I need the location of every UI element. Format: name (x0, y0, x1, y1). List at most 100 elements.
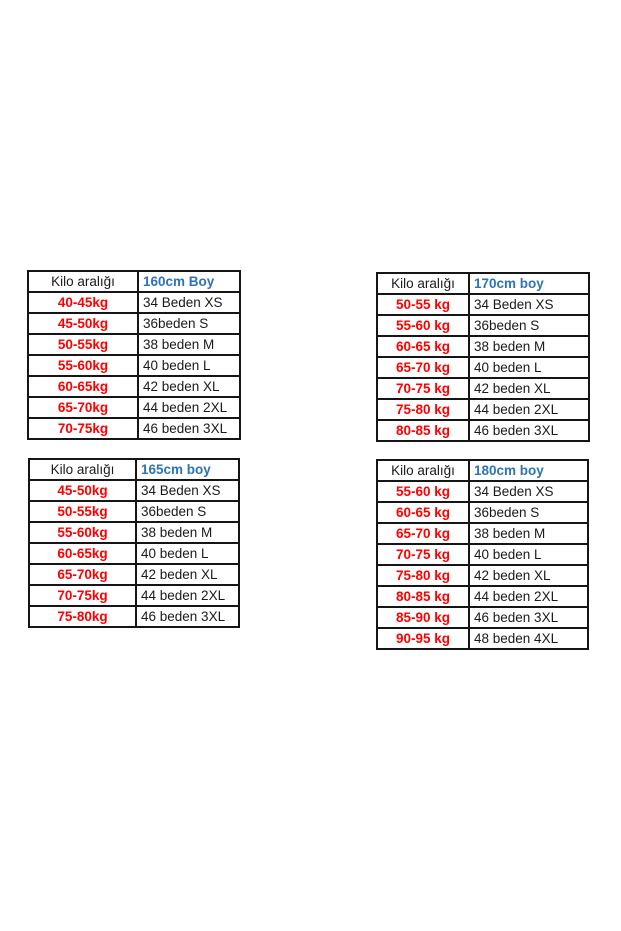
size-cell: 46 beden 3XL (468, 419, 590, 442)
table-row: 60-65kg 42 beden XL (27, 375, 241, 398)
size-cell: 44 beden 2XL (135, 584, 240, 607)
size-cell: 36beden S (468, 314, 590, 337)
size-cell: 38 beden M (468, 522, 589, 545)
size-cell: 34 Beden XS (137, 291, 241, 314)
weight-range-cell: 55-60kg (28, 521, 137, 544)
table-row: 55-60 kg 34 Beden XS (376, 480, 589, 503)
size-cell: 42 beden XL (135, 563, 240, 586)
weight-range-cell: 70-75 kg (376, 543, 470, 566)
weight-range-cell: 80-85 kg (376, 585, 470, 608)
size-cell: 38 beden M (137, 333, 241, 356)
size-cell: 42 beden XL (468, 564, 589, 587)
table-row: 55-60 kg 36beden S (376, 314, 590, 337)
table-row: 55-60kg 40 beden L (27, 354, 241, 377)
table-row: 85-90 kg 46 beden 3XL (376, 606, 589, 629)
height-160-header: 160cm Boy (137, 270, 241, 293)
table-header-row: Kilo aralığı 180cm boy (376, 459, 589, 482)
table-row: 65-70 kg 40 beden L (376, 356, 590, 379)
weight-range-cell: 60-65 kg (376, 501, 470, 524)
weight-range-cell: 50-55 kg (376, 293, 470, 316)
size-cell: 34 Beden XS (468, 480, 589, 503)
table-row: 80-85 kg 46 beden 3XL (376, 419, 590, 442)
size-cell: 40 beden L (135, 542, 240, 565)
weight-range-cell: 40-45kg (27, 291, 139, 314)
size-table-170cm: Kilo aralığı 170cm boy 50-55 kg 34 Beden … (376, 272, 590, 442)
table-header-row: Kilo aralığı 165cm boy (28, 458, 240, 481)
size-cell: 42 beden XL (137, 375, 241, 398)
table-row: 60-65kg 40 beden L (28, 542, 240, 565)
table-row: 40-45kg 34 Beden XS (27, 291, 241, 314)
size-cell: 34 Beden XS (468, 293, 590, 316)
size-cell: 44 beden 2XL (468, 585, 589, 608)
table-row: 70-75kg 44 beden 2XL (28, 584, 240, 607)
size-table-165cm: Kilo aralığı 165cm boy 45-50kg 34 Beden X… (28, 458, 240, 628)
weight-range-cell: 50-55kg (27, 333, 139, 356)
weight-range-cell: 80-85 kg (376, 419, 470, 442)
table-row: 65-70kg 44 beden 2XL (27, 396, 241, 419)
weight-range-cell: 60-65 kg (376, 335, 470, 358)
size-cell: 46 beden 3XL (135, 605, 240, 628)
size-cell: 34 Beden XS (135, 479, 240, 502)
size-cell: 40 beden L (468, 543, 589, 566)
table-row: 75-80 kg 44 beden 2XL (376, 398, 590, 421)
table-row: 65-70 kg 38 beden M (376, 522, 589, 545)
weight-range-header: Kilo aralığı (376, 272, 470, 295)
table-row: 70-75 kg 42 beden XL (376, 377, 590, 400)
weight-range-cell: 75-80 kg (376, 564, 470, 587)
weight-range-cell: 50-55kg (28, 500, 137, 523)
weight-range-cell: 60-65kg (28, 542, 137, 565)
weight-range-cell: 55-60 kg (376, 480, 470, 503)
table-row: 60-65 kg 38 beden M (376, 335, 590, 358)
table-row: 80-85 kg 44 beden 2XL (376, 585, 589, 608)
size-table-160cm: Kilo aralığı 160cm Boy 40-45kg 34 Beden X… (27, 270, 241, 440)
table-row: 75-80kg 46 beden 3XL (28, 605, 240, 628)
table-row: 55-60kg 38 beden M (28, 521, 240, 544)
size-cell: 42 beden XL (468, 377, 590, 400)
weight-range-cell: 60-65kg (27, 375, 139, 398)
table-header-row: Kilo aralığı 160cm Boy (27, 270, 241, 293)
weight-range-cell: 65-70kg (28, 563, 137, 586)
height-170-header: 170cm boy (468, 272, 590, 295)
weight-range-cell: 85-90 kg (376, 606, 470, 629)
size-cell: 44 beden 2XL (137, 396, 241, 419)
weight-range-cell: 65-70 kg (376, 356, 470, 379)
table-row: 45-50kg 34 Beden XS (28, 479, 240, 502)
weight-range-cell: 75-80 kg (376, 398, 470, 421)
size-cell: 38 beden M (135, 521, 240, 544)
weight-range-cell: 75-80kg (28, 605, 137, 628)
weight-range-cell: 90-95 kg (376, 627, 470, 650)
size-cell: 48 beden 4XL (468, 627, 589, 650)
size-cell: 40 beden L (468, 356, 590, 379)
weight-range-header: Kilo aralığı (27, 270, 139, 293)
table-row: 50-55kg 38 beden M (27, 333, 241, 356)
size-cell: 40 beden L (137, 354, 241, 377)
height-180-header: 180cm boy (468, 459, 589, 482)
weight-range-header: Kilo aralığı (28, 458, 137, 481)
size-cell: 46 beden 3XL (468, 606, 589, 629)
size-cell: 46 beden 3XL (137, 417, 241, 440)
weight-range-cell: 65-70 kg (376, 522, 470, 545)
size-table-180cm: Kilo aralığı 180cm boy 55-60 kg 34 Beden … (376, 459, 589, 650)
table-row: 65-70kg 42 beden XL (28, 563, 240, 586)
weight-range-cell: 55-60kg (27, 354, 139, 377)
weight-range-cell: 70-75kg (28, 584, 137, 607)
height-165-header: 165cm boy (135, 458, 240, 481)
table-row: 45-50kg 36beden S (27, 312, 241, 335)
table-row: 50-55 kg 34 Beden XS (376, 293, 590, 316)
weight-range-cell: 45-50kg (27, 312, 139, 335)
table-row: 90-95 kg 48 beden 4XL (376, 627, 589, 650)
table-row: 70-75 kg 40 beden L (376, 543, 589, 566)
size-cell: 38 beden M (468, 335, 590, 358)
size-cell: 36beden S (468, 501, 589, 524)
weight-range-cell: 55-60 kg (376, 314, 470, 337)
weight-range-header: Kilo aralığı (376, 459, 470, 482)
table-row: 70-75kg 46 beden 3XL (27, 417, 241, 440)
weight-range-cell: 45-50kg (28, 479, 137, 502)
table-row: 60-65 kg 36beden S (376, 501, 589, 524)
weight-range-cell: 70-75kg (27, 417, 139, 440)
table-row: 75-80 kg 42 beden XL (376, 564, 589, 587)
table-row: 50-55kg 36beden S (28, 500, 240, 523)
size-cell: 36beden S (137, 312, 241, 335)
size-cell: 36beden S (135, 500, 240, 523)
